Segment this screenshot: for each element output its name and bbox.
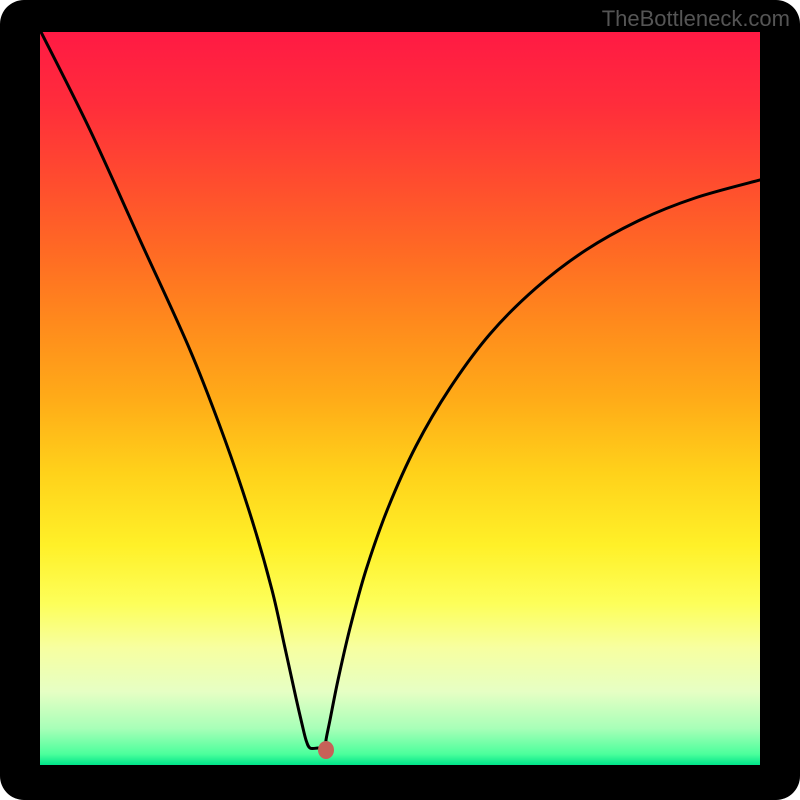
- chart-svg: [0, 0, 800, 800]
- plot-background: [40, 32, 760, 765]
- optimal-point-marker: [318, 741, 334, 759]
- bottleneck-chart: TheBottleneck.com: [0, 0, 800, 800]
- watermark-text: TheBottleneck.com: [602, 6, 790, 32]
